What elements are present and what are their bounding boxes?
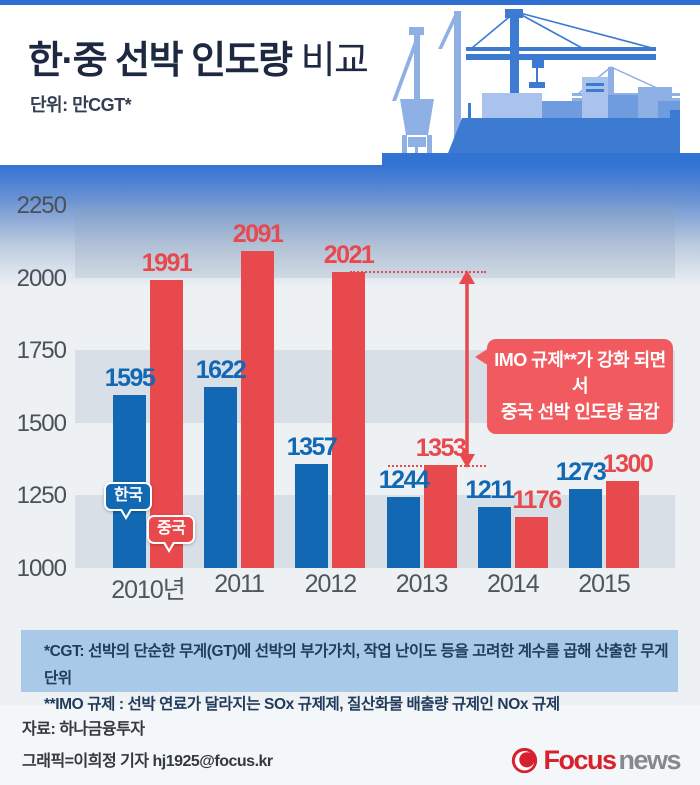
value-label-korea-2013: 1244 [378, 466, 430, 495]
grid-band [75, 205, 675, 278]
value-label-korea-2011: 1622 [195, 356, 247, 385]
value-label-korea-2012: 1357 [286, 433, 338, 462]
x-tick-label-2013: 2013 [395, 570, 449, 598]
x-tick-label-2014: 2014 [486, 570, 540, 598]
bar-china-2011 [241, 251, 274, 568]
annotation-line-1: IMO 규제**가 강화 되면서 [494, 350, 666, 397]
dotted-guide-1353 [388, 465, 486, 467]
logo-text-focus: Focus [543, 745, 617, 775]
value-label-china-2012: 2021 [323, 240, 375, 269]
logo-text-news: news [618, 745, 681, 775]
bar-china-2015 [606, 480, 639, 568]
x-tick-label-2010년: 2010년 [111, 576, 186, 604]
bar-korea-2015 [569, 488, 602, 568]
bar-korea-2013 [387, 497, 420, 568]
x-tick-label-2015: 2015 [578, 570, 631, 598]
footnote-cgt: *CGT: 선박의 단순한 무게(GT)에 선박의 부가가치, 작업 난이도 등… [44, 643, 669, 687]
harbor-ship-illustration [382, 9, 700, 165]
annotation-line-2: 중국 선박 인도량 급감 [500, 402, 660, 423]
footnote-imo: **IMO 규제 : 선박 연료가 달라지는 SOx 규제제, 질산화물 배출량… [44, 696, 560, 714]
decline-arrow-icon [459, 270, 475, 468]
top-accent-strip [0, 0, 700, 5]
y-tick-label: 1250 [16, 482, 67, 510]
page-title-main: 한·중 선박 인도량 [28, 40, 293, 82]
credit-line: 그래픽=이희정 기자 hj1925@focus.kr [22, 753, 273, 770]
annotation-callout: IMO 규제**가 강화 되면서 중국 선박 인도량 급감 [475, 339, 673, 435]
legend-bubble-china: 중국 [147, 515, 196, 553]
bar-china-2013 [424, 465, 457, 568]
y-tick-label: 2000 [16, 264, 67, 292]
footnote-box: *CGT: 선박의 단순한 무게(GT)에 선박의 부가가치, 작업 난이도 등… [21, 630, 678, 713]
bar-china-2014 [515, 516, 548, 568]
legend-bubble-korea: 한국 [104, 482, 153, 520]
source-line: 자료: 하나금융투자 [22, 721, 145, 738]
y-tick-label: 2250 [16, 192, 67, 219]
value-label-korea-2014: 1211 [465, 475, 515, 504]
y-tick-label: 1500 [16, 409, 67, 437]
page-title: 한·중 선박 인도량 비교 [28, 29, 369, 84]
value-label-china-2013: 1353 [415, 434, 467, 463]
header: 한·중 선박 인도량 비교 단위: 만CGT* [0, 5, 700, 165]
page-title-sub: 비교 [300, 40, 369, 82]
value-label-china-2015: 1300 [602, 449, 654, 478]
focusnews-logo: Focus news [511, 745, 681, 776]
value-label-korea-2015: 1273 [555, 457, 607, 486]
y-tick-label: 1000 [16, 555, 67, 582]
x-tick-label-2012: 2012 [304, 570, 358, 598]
focusnews-swirl-icon [512, 747, 538, 774]
value-label-china-2011: 2091 [232, 220, 284, 249]
value-label-china-2010년: 1991 [141, 249, 193, 278]
dotted-guide-2021 [350, 271, 486, 273]
bar-korea-2012 [295, 464, 328, 568]
unit-label: 단위: 만CGT* [30, 95, 132, 115]
y-tick-label: 1750 [16, 337, 67, 365]
chart-section: 2250 2000 1750 1500 1250 1000 1595 1991 2010년 16… [0, 165, 700, 713]
bar-korea-2014 [478, 506, 511, 568]
bar-china-2012 [332, 271, 365, 568]
x-tick-label-2011: 2011 [214, 570, 265, 598]
bar-korea-2010년 [113, 395, 146, 568]
bar-korea-2011 [204, 387, 237, 568]
value-label-china-2014: 1176 [512, 485, 562, 514]
sky-gradient [0, 165, 700, 287]
value-label-korea-2010년: 1595 [104, 364, 156, 393]
footer: 자료: 하나금융투자 그래픽=이희정 기자 hj1925@focus.kr Fo… [0, 705, 700, 785]
